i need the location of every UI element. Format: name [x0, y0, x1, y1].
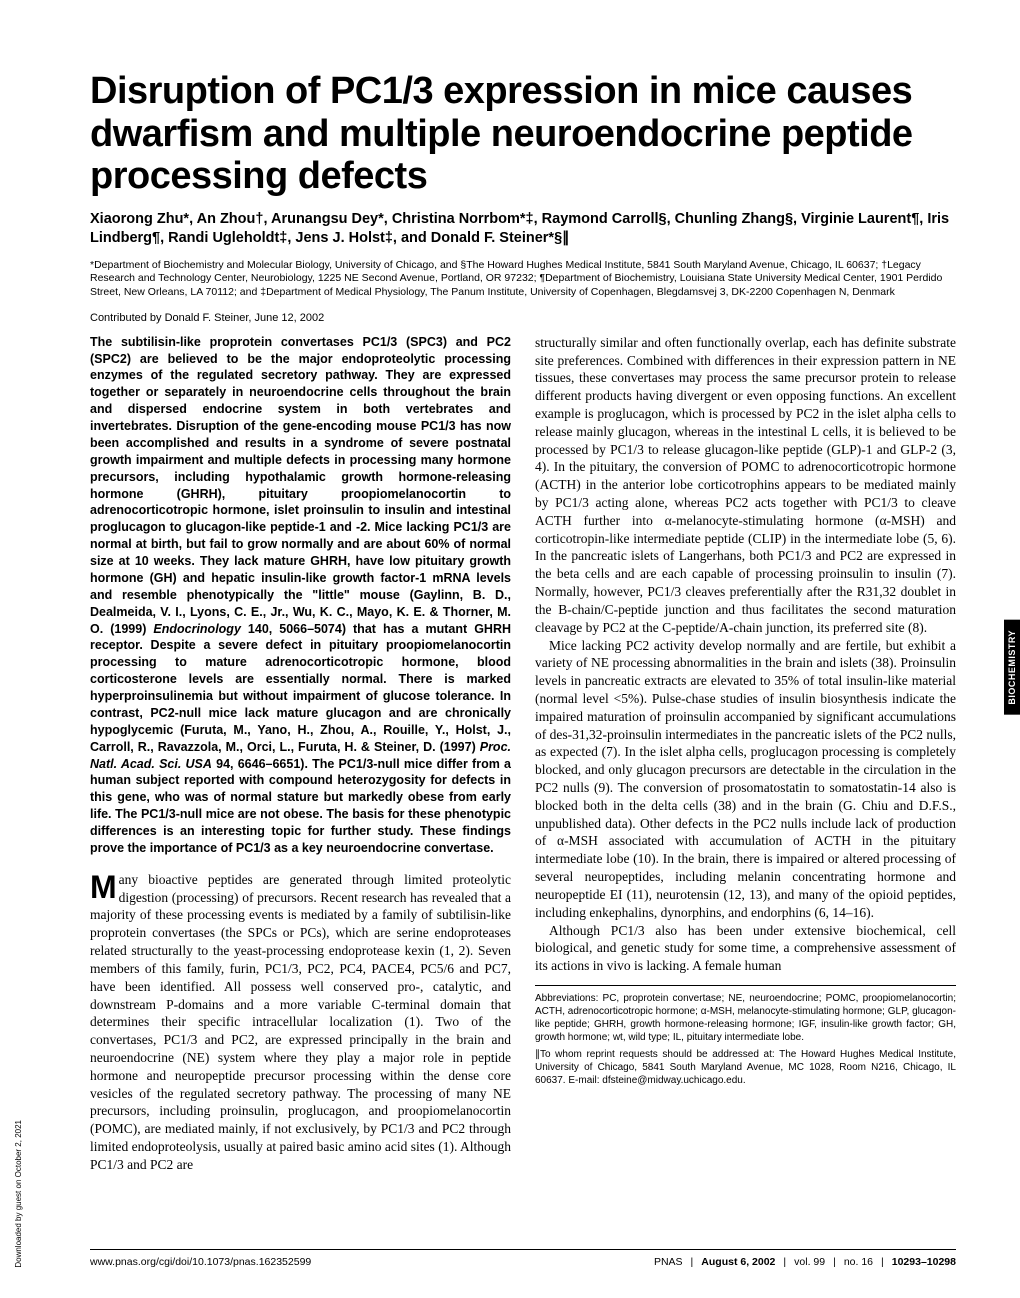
- contributed-line: Contributed by Donald F. Steiner, June 1…: [90, 312, 956, 324]
- abstract-mid-1: 140, 5066–5074) that has a mutant GHRH r…: [90, 622, 511, 754]
- section-tab: BIOCHEMISTRY: [1004, 620, 1020, 715]
- page-footer: www.pnas.org/cgi/doi/10.1073/pnas.162352…: [90, 1249, 956, 1268]
- body-para-1: Many bioactive peptides are generated th…: [90, 871, 511, 1174]
- abstract-pre: The subtilisin-like proprotein convertas…: [90, 335, 511, 636]
- abstract-journal-1: Endocrinology: [153, 622, 241, 636]
- footnotes: Abbreviations: PC, proprotein convertase…: [535, 992, 956, 1087]
- abbreviations: Abbreviations: PC, proprotein convertase…: [535, 992, 956, 1044]
- affiliations: *Department of Biochemistry and Molecula…: [90, 259, 956, 300]
- abstract: The subtilisin-like proprotein convertas…: [90, 334, 511, 857]
- footer-pages: 10293–10298: [892, 1256, 956, 1268]
- body-p1-text: any bioactive peptides are generated thr…: [90, 872, 511, 1172]
- footer-pnas: PNAS: [654, 1256, 683, 1268]
- footnote-rule: [535, 985, 956, 986]
- footer-date: August 6, 2002: [701, 1256, 775, 1268]
- dropcap: M: [90, 871, 119, 901]
- body-para-2: structurally similar and often functiona…: [535, 334, 956, 637]
- download-note: Downloaded by guest on October 2, 2021: [14, 1120, 23, 1268]
- footer-no: no. 16: [844, 1256, 873, 1268]
- footer-vol: vol. 99: [794, 1256, 825, 1268]
- footer-doi: www.pnas.org/cgi/doi/10.1073/pnas.162352…: [90, 1256, 311, 1268]
- footer-citation: PNAS|August 6, 2002|vol. 99|no. 16|10293…: [654, 1256, 956, 1268]
- two-column-body: The subtilisin-like proprotein convertas…: [90, 334, 956, 1204]
- abstract-post: 94, 6646–6651). The PC1/3-null mice diff…: [90, 757, 511, 855]
- body-para-4: Although PC1/3 also has been under exten…: [535, 922, 956, 975]
- body-para-3: Mice lacking PC2 activity develop normal…: [535, 637, 956, 922]
- author-list: Xiaorong Zhu*, An Zhou†, Arunangsu Dey*,…: [90, 210, 956, 249]
- article-title: Disruption of PC1/3 expression in mice c…: [90, 70, 956, 198]
- correspondence: ∥To whom reprint requests should be addr…: [535, 1048, 956, 1087]
